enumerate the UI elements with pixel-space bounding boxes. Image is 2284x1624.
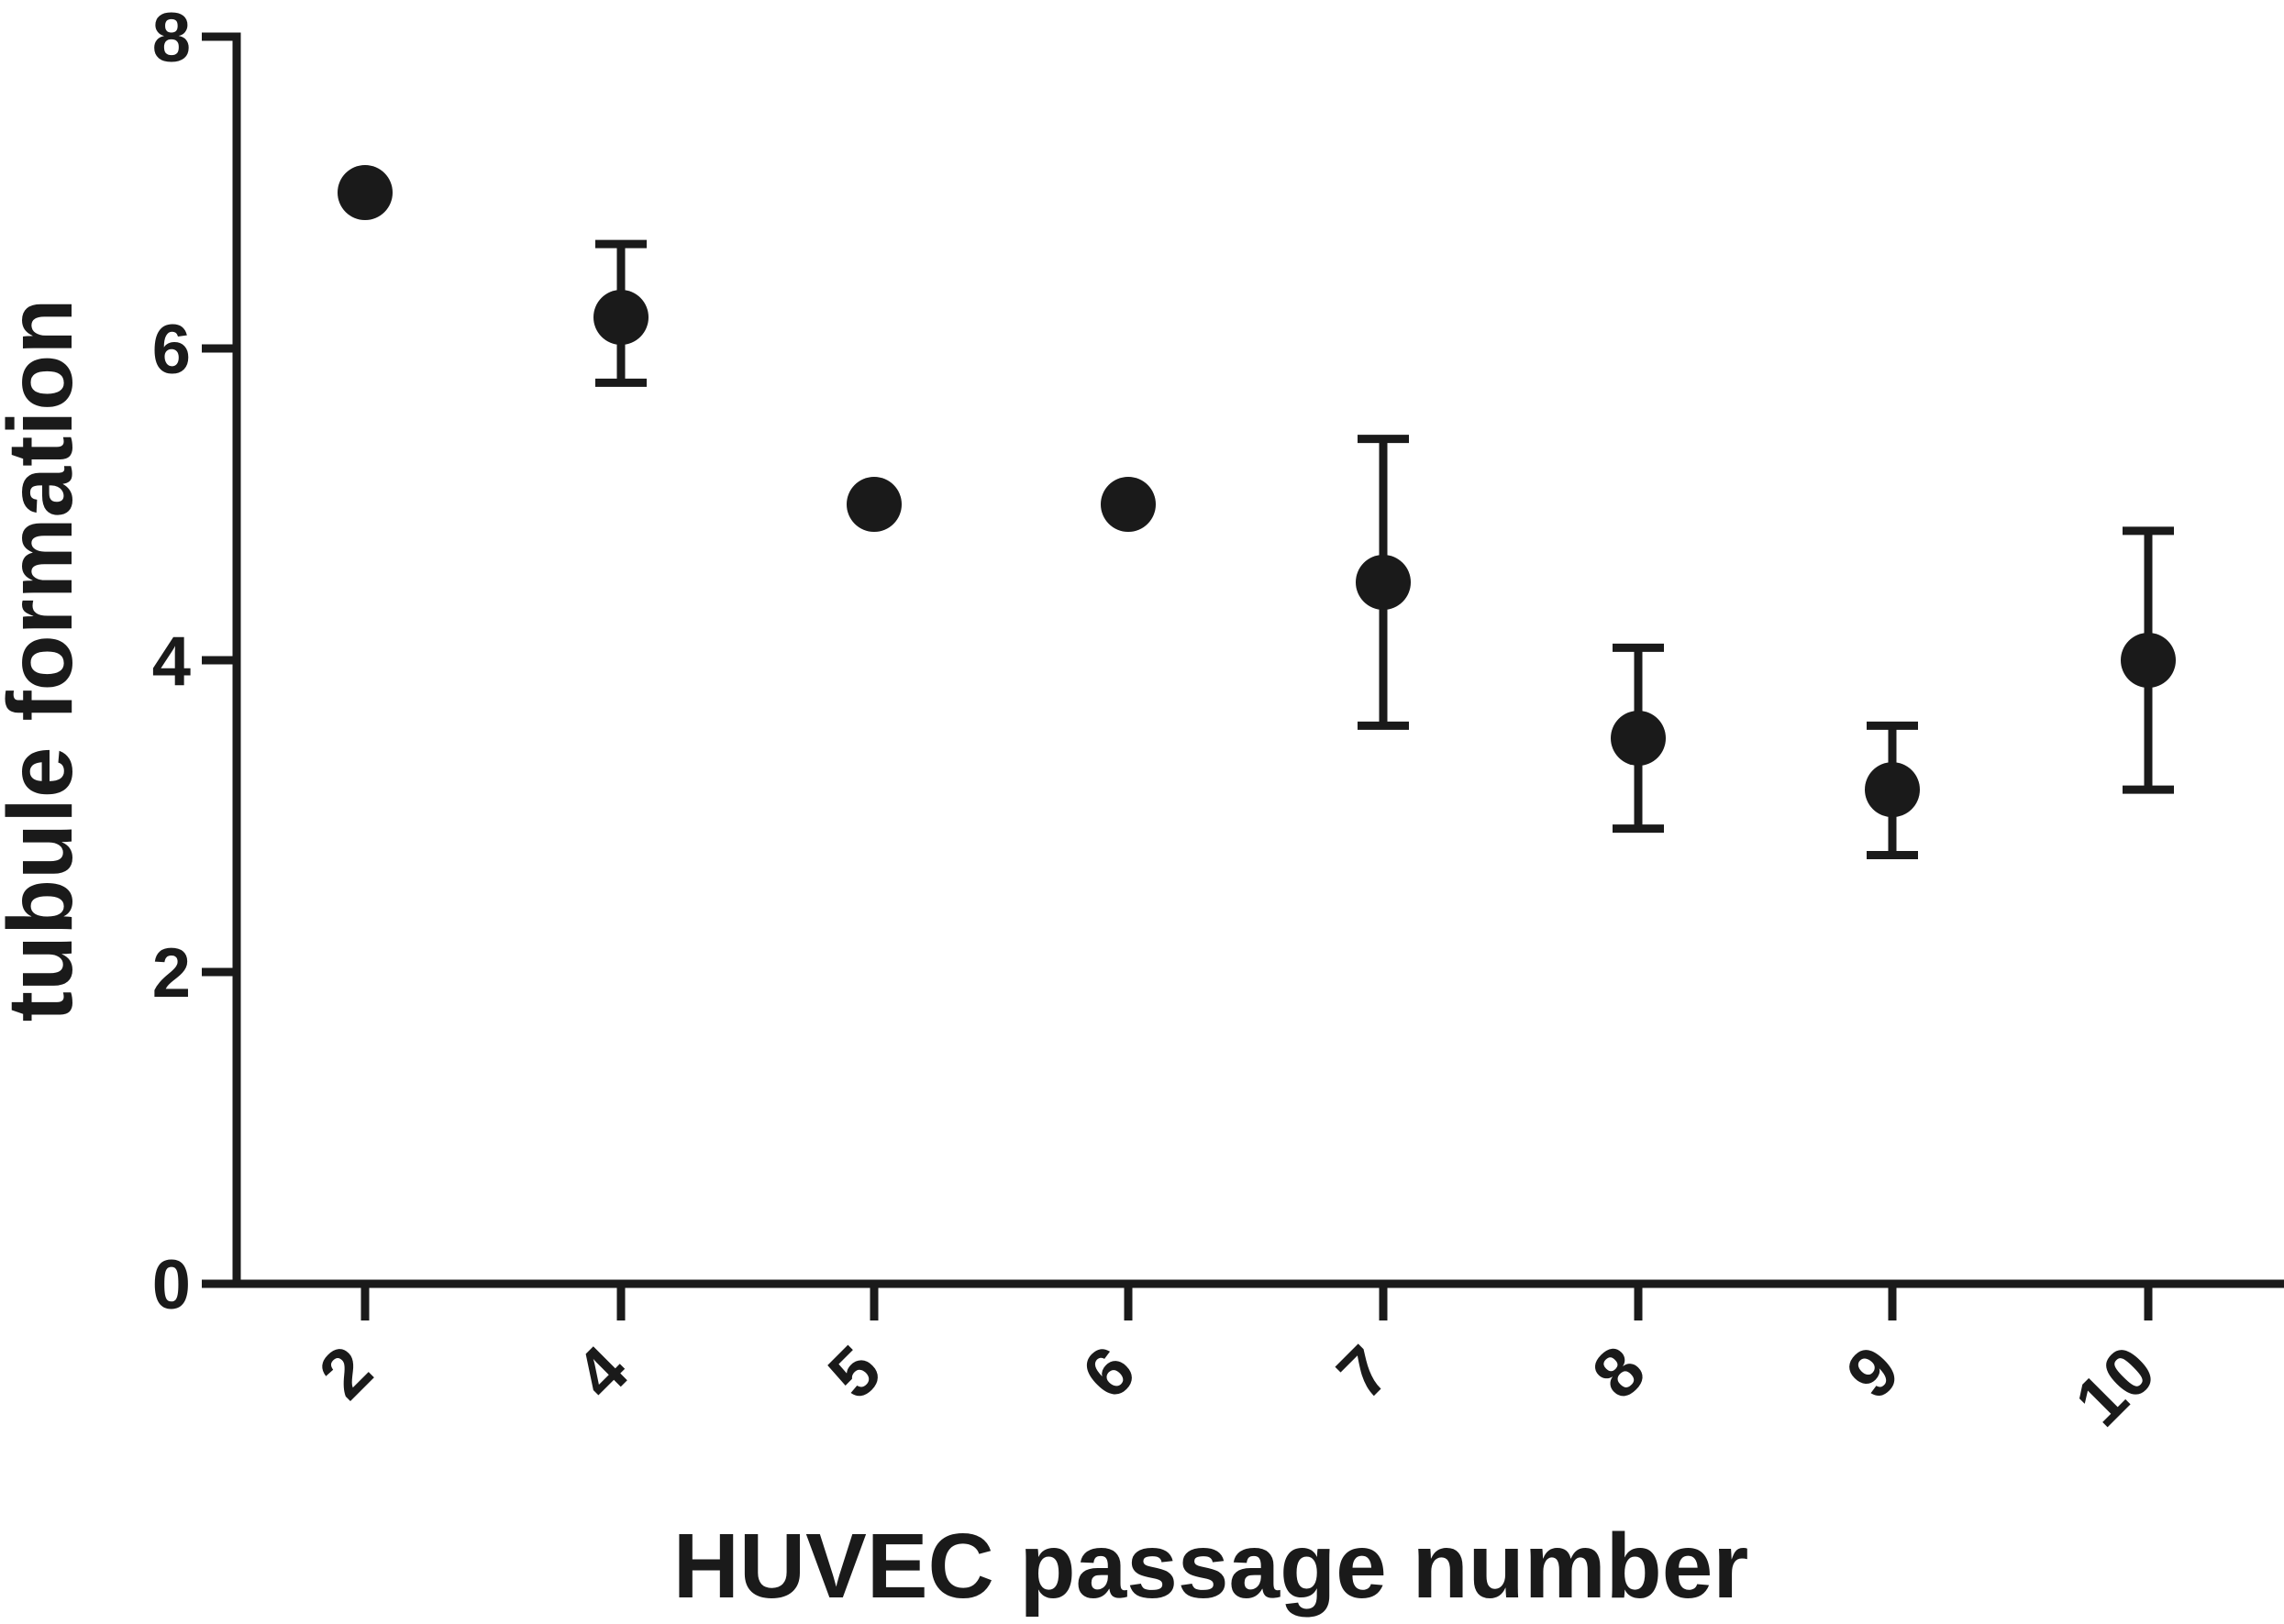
data-point (1865, 762, 1920, 818)
x-tick-label: 7 (1323, 1331, 1405, 1414)
y-tick-label: 4 (152, 623, 191, 701)
data-point (1101, 477, 1156, 532)
x-tick-label: 2 (305, 1331, 387, 1414)
data-point (847, 477, 902, 532)
data-point (1611, 711, 1666, 766)
y-tick-label: 2 (152, 934, 191, 1012)
x-axis-title: HUVEC passage number (673, 1515, 1749, 1618)
data-point (2121, 633, 2176, 688)
y-tick-label: 0 (152, 1246, 191, 1324)
data-point (593, 290, 649, 345)
x-tick-label: 5 (814, 1331, 896, 1414)
y-tick-label: 6 (152, 311, 191, 389)
y-tick-label: 8 (152, 0, 191, 77)
x-tick-label: 10 (2060, 1331, 2170, 1442)
data-marks (338, 165, 2176, 859)
x-tick-label: 4 (560, 1331, 643, 1414)
x-ticks: 2 4 5 6 7 8 9 10 (305, 1284, 2170, 1442)
x-tick-label: 9 (1832, 1331, 1914, 1414)
x-tick-label: 6 (1068, 1331, 1150, 1414)
x-tick-label: 8 (1578, 1331, 1660, 1414)
axes (232, 32, 2284, 1288)
y-ticks: 0 2 4 6 8 (152, 0, 237, 1324)
data-point (338, 165, 393, 220)
y-axis-title: tubule formation (0, 299, 92, 1022)
data-point (1356, 555, 1411, 610)
